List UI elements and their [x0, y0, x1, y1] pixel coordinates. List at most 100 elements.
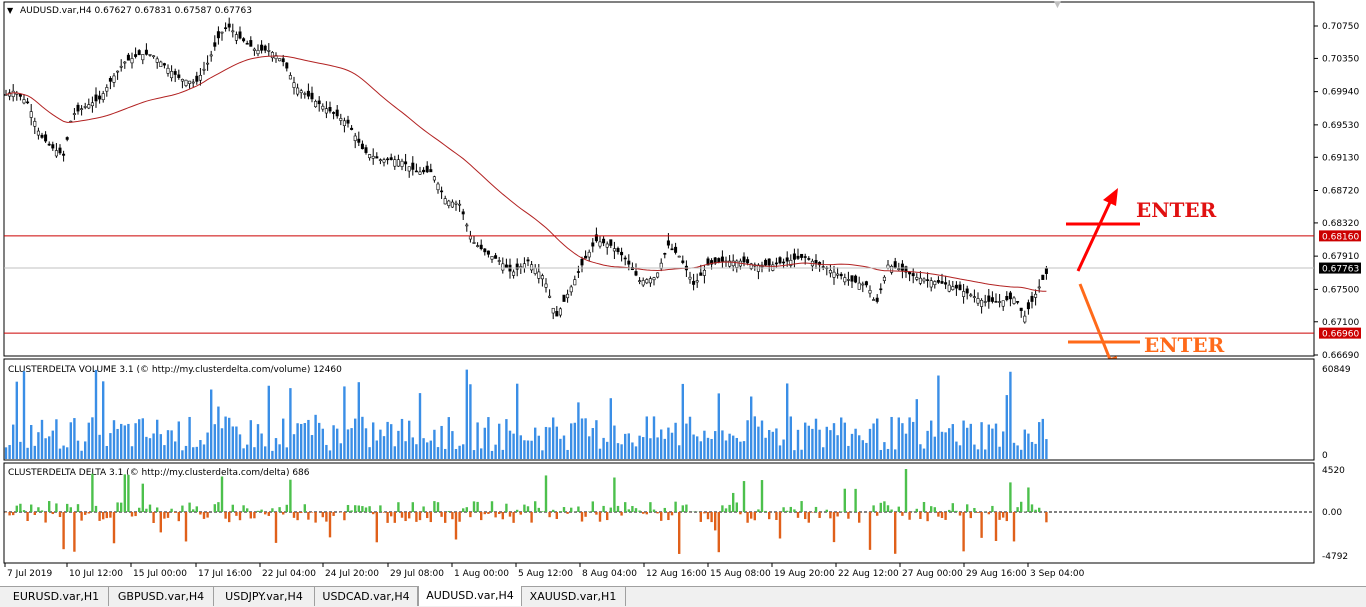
candle-body	[613, 249, 615, 251]
candle-body	[95, 95, 97, 101]
time-tick-label: 17 Jul 16:00	[198, 569, 252, 579]
volume-bar	[854, 429, 856, 459]
candle-body	[196, 76, 198, 81]
time-tick-label: 22 Aug 12:00	[838, 569, 899, 579]
price-tick-label: 0.69940	[1322, 88, 1359, 98]
volume-bar	[1045, 439, 1047, 459]
volume-bar	[37, 432, 39, 459]
volume-bar	[412, 437, 414, 459]
volume-bar	[1031, 442, 1033, 459]
delta-bar	[718, 512, 720, 552]
volume-bar	[887, 449, 889, 459]
delta-bar	[44, 512, 46, 523]
delta-bar	[991, 506, 993, 512]
volume-bar	[127, 424, 129, 459]
tab-gbpusd-h4[interactable]: GBPUSD.var,H4	[109, 587, 214, 606]
candle-body	[498, 261, 500, 262]
delta-bar	[750, 512, 752, 519]
volume-bar	[890, 417, 892, 459]
candle-body	[206, 63, 208, 64]
tab-audusd-h4[interactable]: AUDUSD.var,H4	[418, 586, 522, 606]
volume-bar	[98, 435, 100, 459]
time-tick-label: 7 Jul 2019	[7, 569, 52, 579]
delta-bar	[800, 501, 802, 512]
delta-bar	[343, 512, 345, 520]
candle-body	[696, 281, 698, 282]
volume-bar	[912, 422, 914, 459]
volume-bar	[203, 444, 205, 459]
volume-bar	[671, 433, 673, 459]
chart-menu-icon[interactable]: ▼	[7, 6, 14, 15]
volume-bar	[786, 383, 788, 459]
candle-body	[178, 75, 180, 78]
volume-bar	[584, 418, 586, 459]
volume-bar	[296, 423, 298, 459]
delta-bar	[52, 512, 54, 514]
volume-bar	[988, 425, 990, 459]
volume-bar	[8, 445, 10, 459]
candle-body	[419, 172, 421, 174]
delta-bar	[894, 512, 896, 554]
delta-bar	[228, 512, 230, 522]
volume-bar	[1027, 434, 1029, 459]
volume-bar	[95, 370, 97, 459]
volume-bar	[858, 435, 860, 459]
delta-bar	[854, 489, 856, 512]
candle-body	[840, 274, 842, 276]
delta-bar	[732, 493, 734, 512]
delta-bar	[502, 512, 504, 519]
candle-body	[199, 75, 201, 80]
tab-usdjpy-h4[interactable]: USDJPY.var,H4	[214, 587, 315, 606]
delta-bar	[304, 504, 306, 512]
volume-bar	[30, 425, 32, 459]
volume-bar	[610, 398, 612, 459]
volume-bar	[401, 419, 403, 459]
volume-bar	[293, 434, 295, 459]
candle-body	[926, 280, 928, 281]
delta-bar	[977, 512, 979, 513]
delta-bar	[444, 512, 446, 523]
volume-bar	[847, 446, 849, 459]
volume-bar	[995, 424, 997, 459]
candle-body	[368, 154, 370, 157]
volume-bar	[840, 417, 842, 459]
volume-bar	[901, 423, 903, 459]
candle-body	[300, 91, 302, 93]
delta-bar	[556, 512, 558, 519]
candle-body	[872, 299, 874, 300]
candle-body	[329, 107, 331, 111]
delta-bar	[797, 512, 799, 518]
candle-body	[700, 273, 702, 276]
volume-bar	[278, 444, 280, 459]
tab-xauusd-h1[interactable]: XAUUSD.var,H1	[521, 587, 626, 606]
volume-bar	[782, 440, 784, 459]
delta-bar	[422, 506, 424, 512]
volume-bar	[646, 416, 648, 459]
delta-bar	[592, 501, 594, 512]
candle-body	[494, 256, 496, 259]
volume-bar	[394, 446, 396, 459]
delta-bar	[322, 512, 324, 517]
delta-bar	[782, 507, 784, 512]
candle-body	[973, 297, 975, 298]
volume-bar	[376, 440, 378, 459]
volume-bar	[34, 446, 36, 459]
candle-body	[1024, 316, 1026, 322]
delta-bar	[527, 506, 529, 512]
delta-bar	[131, 512, 133, 517]
tab-eurusd-h1[interactable]: EURUSD.var,H1	[4, 587, 109, 606]
volume-bar	[386, 422, 388, 459]
resistance-price-tag: 0.68160	[1319, 230, 1361, 242]
delta-bar	[214, 504, 216, 512]
price-panel[interactable]	[4, 2, 1314, 356]
volume-bar	[170, 430, 172, 459]
volume-bar	[628, 433, 630, 459]
volume-bar	[430, 441, 432, 459]
candle-body	[847, 279, 849, 280]
time-tick-label: 3 Sep 04:00	[1030, 569, 1085, 579]
volume-bar	[764, 438, 766, 459]
candle-body	[588, 252, 590, 257]
volume-bar	[196, 447, 198, 459]
tab-usdcad-h4[interactable]: USDCAD.var,H4	[315, 587, 418, 606]
